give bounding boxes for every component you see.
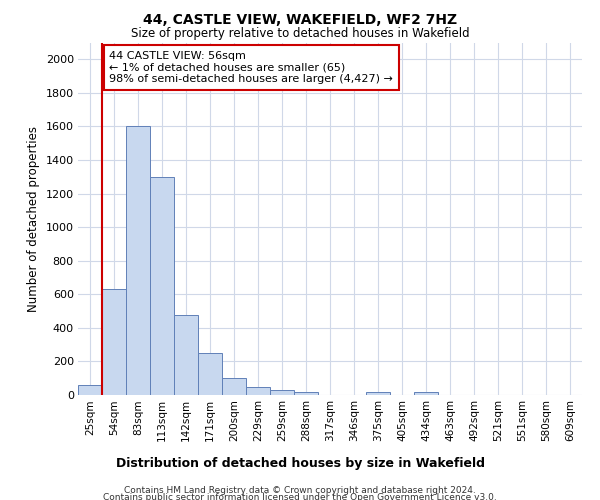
Text: Contains public sector information licensed under the Open Government Licence v3: Contains public sector information licen…	[103, 494, 497, 500]
Bar	[126, 126, 150, 395]
Bar	[174, 316, 198, 395]
Text: Size of property relative to detached houses in Wakefield: Size of property relative to detached ho…	[131, 28, 469, 40]
Text: Distribution of detached houses by size in Wakefield: Distribution of detached houses by size …	[115, 458, 485, 470]
Bar	[366, 392, 390, 395]
Y-axis label: Number of detached properties: Number of detached properties	[27, 126, 40, 312]
Bar	[198, 353, 222, 395]
Text: 44 CASTLE VIEW: 56sqm
← 1% of detached houses are smaller (65)
98% of semi-detac: 44 CASTLE VIEW: 56sqm ← 1% of detached h…	[109, 51, 393, 84]
Bar	[102, 289, 126, 395]
Bar	[270, 390, 294, 395]
Bar	[246, 386, 270, 395]
Bar	[150, 177, 174, 395]
Bar	[294, 392, 318, 395]
Text: Contains HM Land Registry data © Crown copyright and database right 2024.: Contains HM Land Registry data © Crown c…	[124, 486, 476, 495]
Bar	[222, 378, 246, 395]
Text: 44, CASTLE VIEW, WAKEFIELD, WF2 7HZ: 44, CASTLE VIEW, WAKEFIELD, WF2 7HZ	[143, 12, 457, 26]
Bar	[78, 385, 102, 395]
Bar	[414, 392, 438, 395]
